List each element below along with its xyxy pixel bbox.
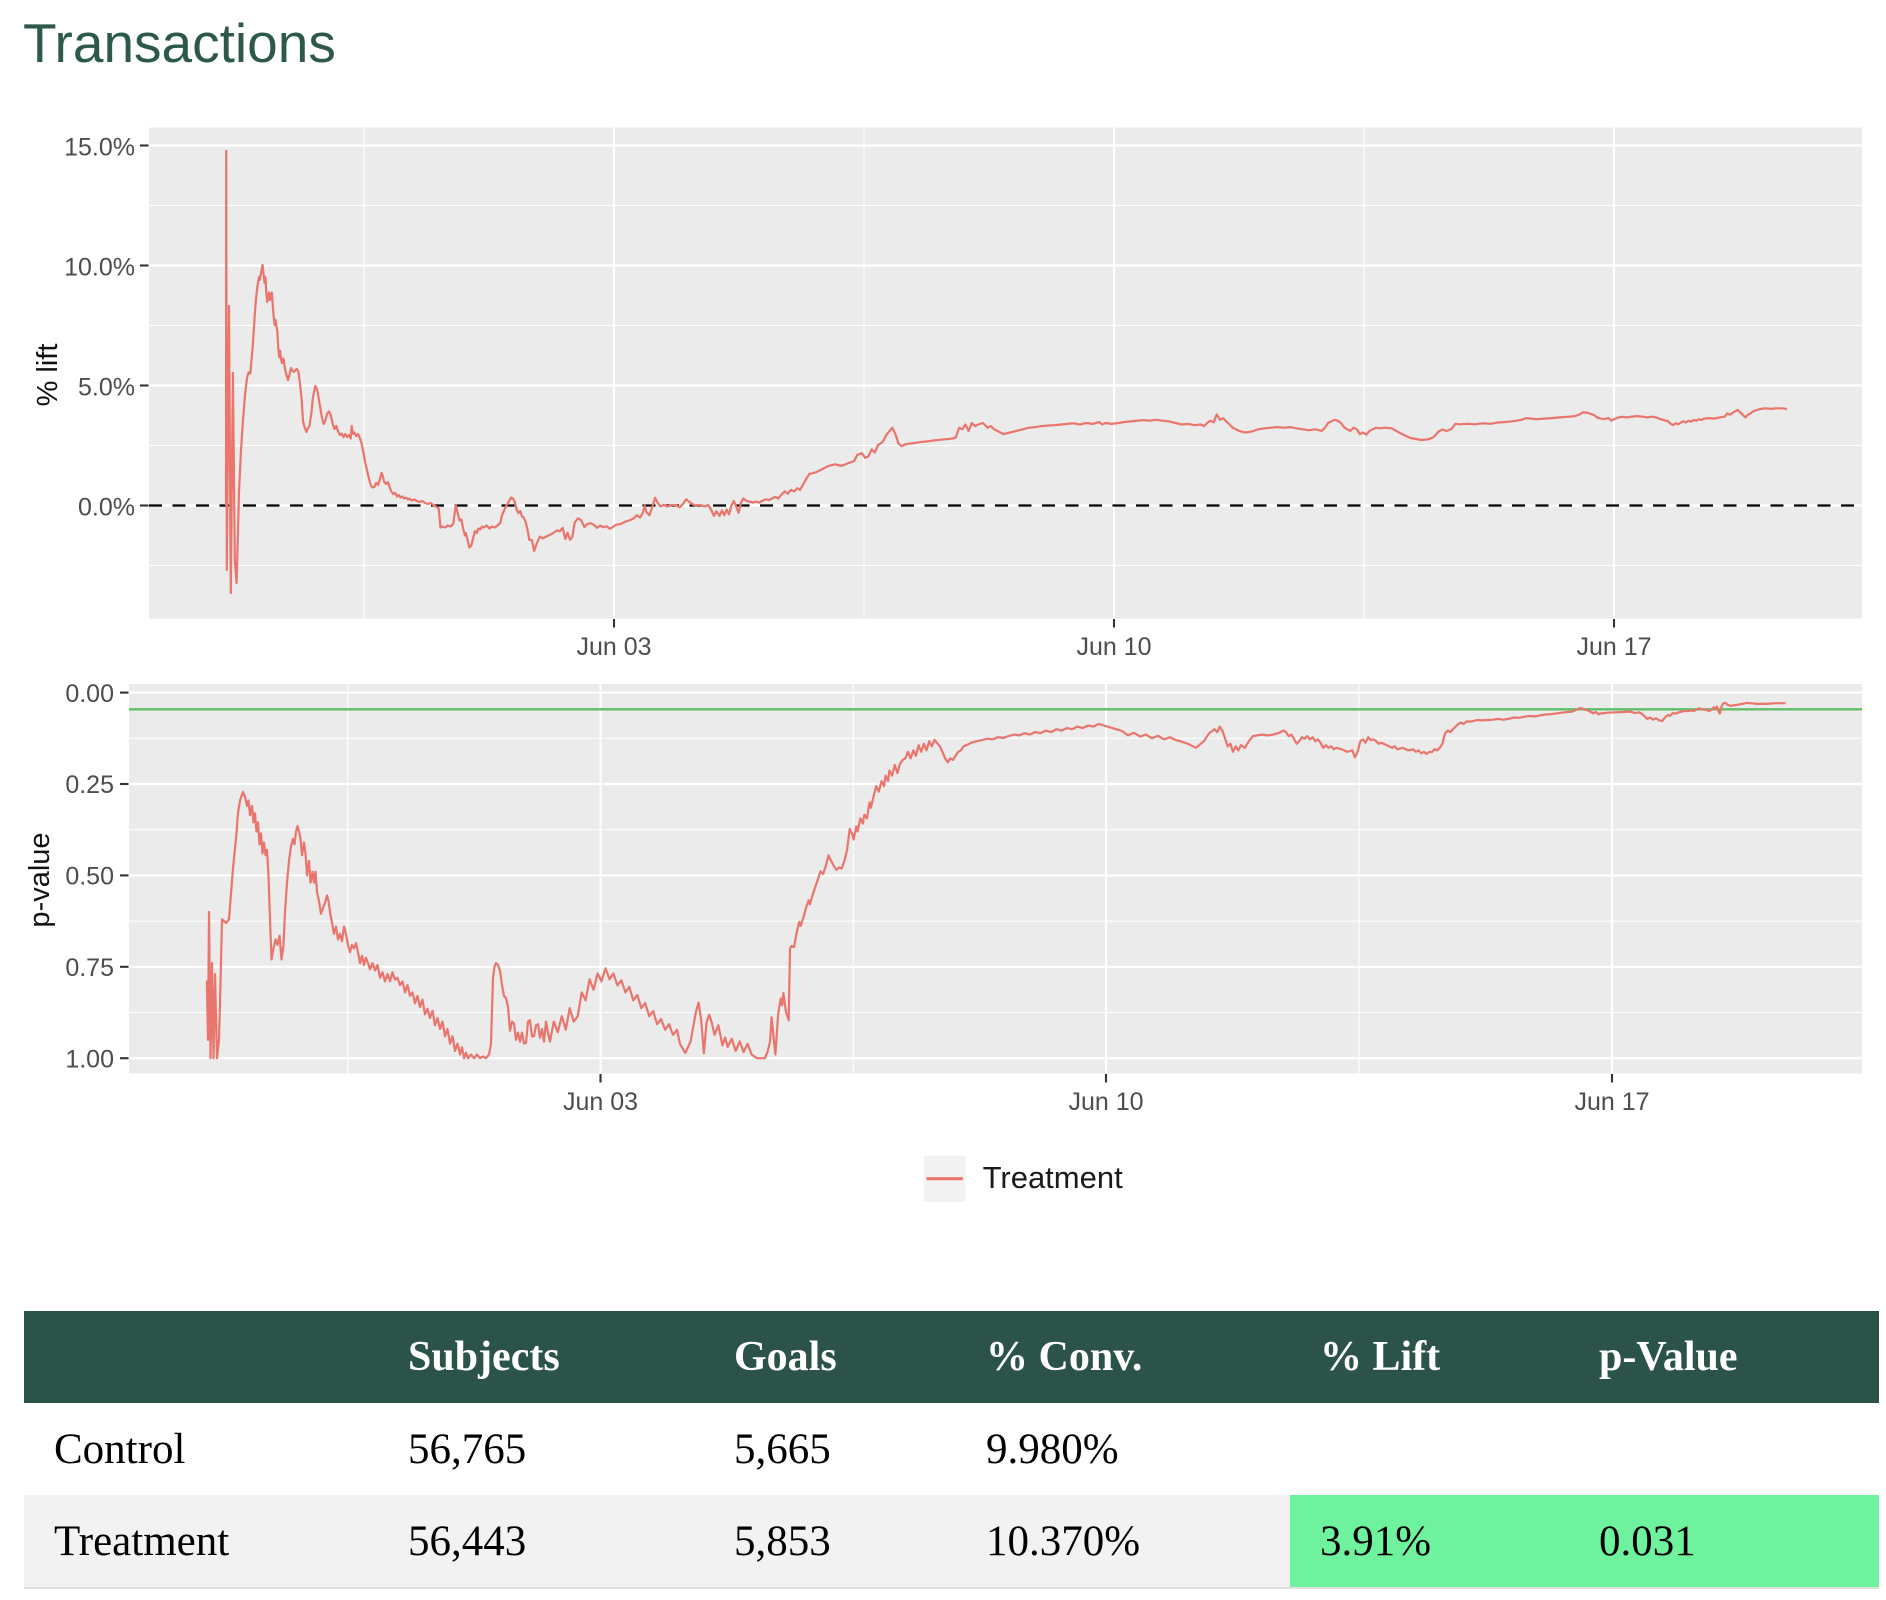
svg-text:Jun 03: Jun 03 [576,633,651,661]
svg-text:Jun 10: Jun 10 [1076,633,1151,661]
svg-text:Jun 03: Jun 03 [563,1088,638,1116]
svg-text:Treatment: Treatment [983,1160,1124,1195]
svg-text:1.00: 1.00 [65,1045,114,1073]
svg-text:p-value: p-value [24,832,56,927]
svg-text:0.00: 0.00 [65,680,114,708]
svg-text:Jun 17: Jun 17 [1574,1088,1649,1116]
svg-text:0.25: 0.25 [65,771,114,799]
svg-text:Jun 17: Jun 17 [1576,633,1651,661]
svg-text:% lift: % lift [32,344,64,407]
svg-text:10.0%: 10.0% [64,253,135,281]
svg-text:5.0%: 5.0% [78,373,135,401]
svg-text:0.50: 0.50 [65,863,114,891]
svg-text:0.75: 0.75 [65,954,114,982]
svg-text:Jun 10: Jun 10 [1068,1088,1143,1116]
svg-text:15.0%: 15.0% [64,133,135,161]
svg-text:0.0%: 0.0% [78,493,135,521]
